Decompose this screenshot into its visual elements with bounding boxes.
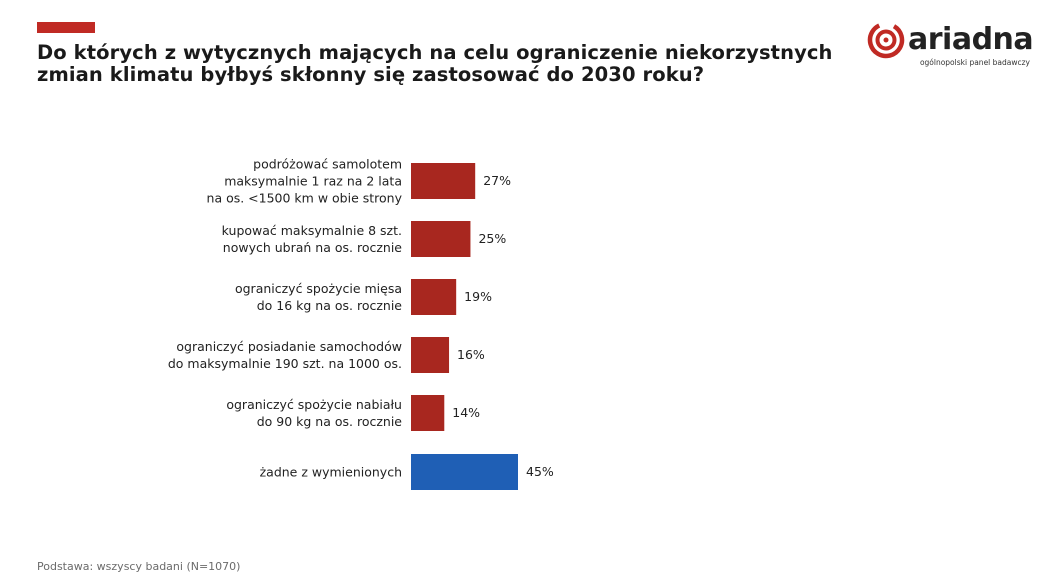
category-label-3: ograniczyć spożycie mięsa do 16 kg na os.… [235, 281, 402, 313]
bar-4 [411, 337, 450, 373]
bar-6 [411, 454, 518, 490]
value-label-2: 25% [478, 231, 506, 246]
value-label-1: 27% [483, 173, 511, 188]
bar-3 [411, 279, 457, 315]
accent-bar [37, 22, 95, 33]
footnote: Podstawa: wszyscy badani (N=1070) [37, 560, 241, 573]
value-label-5: 14% [452, 405, 480, 420]
bar-1 [411, 163, 476, 199]
ariadna-logo: ariadna ogólnopolski panel badawczy [866, 20, 1036, 68]
ariadna-logo-icon [867, 21, 905, 59]
chart-title: Do których z wytycznych mających na celu… [37, 42, 867, 86]
bar-2 [411, 221, 471, 257]
value-label-6: 45% [526, 464, 554, 479]
category-label-4: ograniczyć posiadanie samochodów do maksy… [168, 339, 402, 371]
category-label-2: kupować maksymalnie 8 szt. nowych ubrań n… [222, 223, 403, 255]
value-label-3: 19% [464, 289, 492, 304]
chart-title-line-2: zmian klimatu byłbyś skłonny się zastoso… [37, 63, 705, 86]
chart-title-line-1: Do których z wytycznych mających na celu… [37, 41, 833, 64]
bar-5 [411, 395, 445, 431]
logo-wordmark: ariadna [908, 22, 1034, 57]
category-label-5: ograniczyć spożycie nabiału do 90 kg na o… [226, 397, 402, 429]
category-label-6: żadne z wymienionych [260, 465, 402, 480]
category-label-1: podróżować samolotem maksymalnie 1 raz na… [207, 157, 403, 206]
value-label-4: 16% [457, 347, 485, 362]
logo-tagline: ogólnopolski panel badawczy [919, 58, 1030, 67]
